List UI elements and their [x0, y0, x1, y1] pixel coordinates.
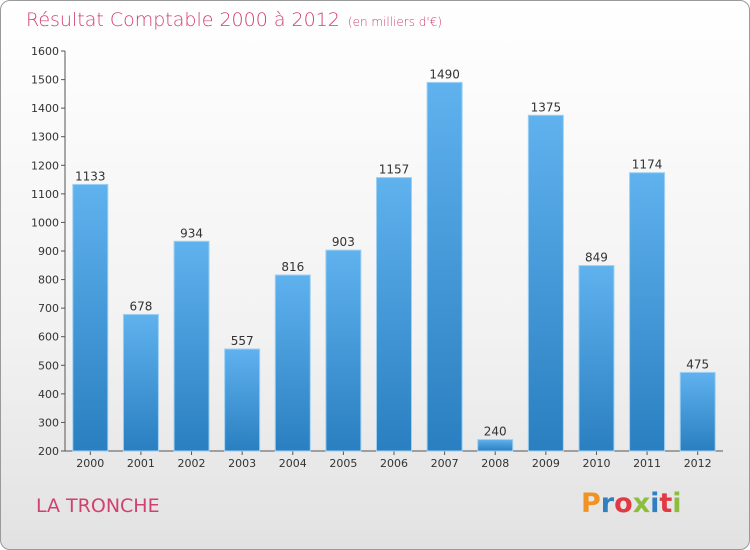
y-tick-label: 1500 [31, 74, 59, 87]
logo-letter: i [672, 488, 682, 519]
chart-title-text: Résultat Comptable 2000 à 2012 [26, 9, 340, 31]
bar-value-label: 849 [585, 251, 608, 265]
x-tick-label: 2006 [380, 457, 408, 470]
bar [72, 183, 109, 452]
logo-letter: i [650, 488, 660, 519]
y-tick-label: 1000 [31, 216, 59, 229]
bar [376, 177, 412, 452]
y-tick-label: 800 [38, 274, 59, 287]
y-tick-label: 1400 [31, 102, 59, 115]
y-tick-label: 400 [38, 388, 59, 401]
x-tick-label: 2008 [481, 457, 509, 470]
logo-letter: P [581, 488, 601, 519]
bar-value-label: 1490 [429, 67, 460, 81]
x-tick-label: 2011 [633, 457, 661, 470]
bar [477, 439, 514, 452]
y-tick-label: 300 [38, 416, 59, 429]
bar-value-label: 557 [231, 334, 254, 348]
city-name: LA TRONCHE [36, 495, 160, 517]
x-tick-label: 2010 [582, 457, 610, 470]
bar [426, 81, 463, 452]
y-tick-label: 1300 [31, 131, 59, 144]
logo-letter: r [600, 488, 615, 519]
y-tick-label: 1100 [31, 188, 59, 201]
bar-value-label: 903 [332, 235, 355, 249]
y-tick-label: 900 [38, 245, 59, 258]
x-tick-label: 2003 [228, 457, 256, 470]
bar-value-label: 678 [129, 299, 152, 313]
bar [527, 114, 564, 452]
y-tick-label: 1600 [31, 45, 59, 58]
x-tick-label: 2012 [684, 457, 712, 470]
bar-value-label: 816 [281, 260, 304, 274]
logo-letter: o [614, 488, 633, 519]
bar-value-label: 1174 [632, 158, 663, 172]
chart-title: Résultat Comptable 2000 à 2012 (en millie… [26, 9, 442, 31]
bar [122, 313, 159, 452]
proxiti-logo[interactable]: Proxiti [581, 488, 682, 519]
logo-letter: t [659, 488, 673, 519]
bar [629, 172, 666, 452]
bar [679, 371, 716, 452]
bar-value-label: 1375 [531, 100, 562, 114]
x-tick-label: 2009 [532, 457, 560, 470]
bar [173, 240, 210, 452]
y-tick-label: 1200 [31, 159, 59, 172]
y-tick-label: 600 [38, 331, 59, 344]
x-tick-label: 2007 [431, 457, 459, 470]
x-tick-label: 2002 [178, 457, 206, 470]
bar-value-label: 1157 [379, 163, 410, 177]
bar-value-label: 240 [484, 425, 507, 439]
bar [224, 348, 261, 452]
y-tick-label: 700 [38, 302, 59, 315]
bar-value-label: 475 [686, 357, 709, 371]
y-tick-label: 500 [38, 359, 59, 372]
x-tick-label: 2000 [76, 457, 104, 470]
bar [578, 265, 615, 452]
chart-subtitle: (en milliers d'€) [347, 15, 443, 29]
x-tick-label: 2005 [329, 457, 357, 470]
x-tick-label: 2004 [279, 457, 307, 470]
logo-letter: x [632, 488, 651, 519]
bar-value-label: 934 [180, 226, 203, 240]
x-tick-label: 2001 [127, 457, 155, 470]
bar [274, 274, 311, 452]
bar-value-label: 1133 [75, 169, 106, 183]
y-tick-label: 200 [38, 445, 59, 458]
bar [325, 249, 362, 452]
